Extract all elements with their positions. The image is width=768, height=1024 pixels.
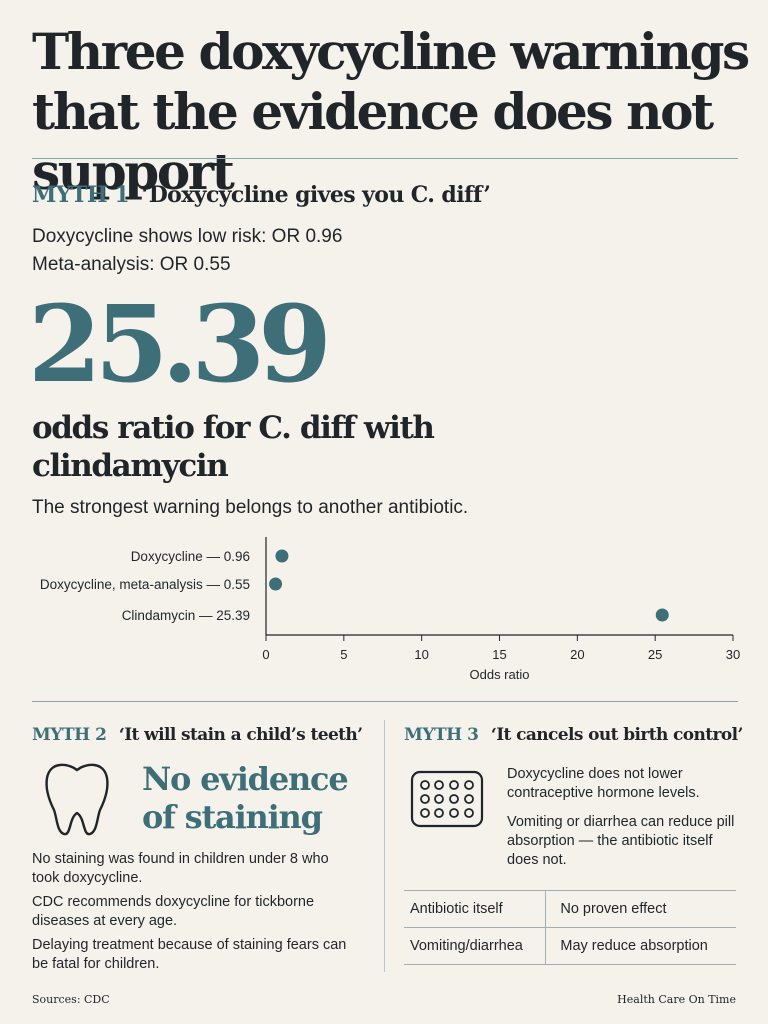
data-point	[269, 577, 283, 591]
x-tick-label: 10	[414, 647, 428, 662]
x-tick-label: 15	[492, 647, 506, 662]
myth2-paragraph: No staining was found in children under …	[32, 851, 329, 886]
myth3-paragraph: Vomiting or diarrhea can reduce pill abs…	[507, 814, 735, 868]
myth2-text: No staining was found in children under …	[32, 850, 352, 974]
myth3-text: Doxycycline does not lower contraceptive…	[507, 765, 742, 870]
data-point	[275, 549, 289, 563]
myth1-stat-doxycycline: Doxycycline shows low risk: OR 0.96	[32, 226, 343, 247]
section-divider	[32, 701, 738, 702]
x-tick-label: 25	[648, 647, 662, 662]
headline: Three doxycycline warnings that the evid…	[32, 22, 750, 201]
x-tick-label: 5	[340, 647, 347, 662]
x-axis-label: Odds ratio	[470, 667, 530, 682]
footer-brand: Health Care On Time	[617, 993, 736, 1006]
category-label: Doxycycline, meta-analysis — 0.55	[40, 577, 250, 592]
myth1-tag: MYTH 1	[32, 182, 130, 208]
table-row: Vomiting/diarrhea May reduce absorption	[404, 927, 736, 965]
tooth-icon	[45, 763, 109, 836]
x-tick-label: 0	[262, 647, 269, 662]
footer-sources: Sources: CDC	[32, 993, 110, 1006]
myth1-subtext: The strongest warning belongs to another…	[32, 497, 469, 518]
big-number-caption: odds ratio for C. diff with clindamycin	[32, 410, 435, 484]
myth3-tag: MYTH 3	[404, 725, 479, 745]
odds-ratio-chart: 0 5 10 15 20 25 30 Odds ratio Doxycycline — 0.96…	[40, 537, 740, 682]
myth1-stat-meta-analysis: Meta-analysis: OR 0.55	[32, 254, 231, 275]
myth1-claim: ‘Doxycycline gives you C. diff’	[141, 182, 491, 208]
x-tick-label: 30	[726, 647, 740, 662]
pill-pack-icon	[410, 770, 484, 828]
table-cell: May reduce absorption	[545, 927, 736, 965]
myth3-heading: MYTH 3 ‘It cancels out birth control’	[404, 725, 743, 745]
category-label: Doxycycline — 0.96	[131, 549, 250, 564]
myth3-table: Antibiotic itself No proven effect Vomit…	[404, 890, 736, 965]
table-row: Antibiotic itself No proven effect	[404, 890, 736, 928]
myth2-paragraph: CDC recommends doxycycline for tickborne…	[32, 894, 315, 929]
x-tick-label: 20	[570, 647, 584, 662]
table-cell: Vomiting/diarrhea	[404, 927, 546, 965]
myth1-heading: MYTH 1 ‘Doxycycline gives you C. diff’	[32, 182, 491, 208]
myth2-claim: ‘It will stain a child’s teeth’	[118, 725, 363, 745]
myth2-tag: MYTH 2	[32, 725, 107, 745]
column-divider	[384, 720, 385, 972]
headline-divider	[32, 158, 738, 159]
myth2-heading: MYTH 2 ‘It will stain a child’s teeth’	[32, 725, 363, 745]
myth3-paragraph: Doxycycline does not lower contraceptive…	[507, 766, 700, 801]
category-label: Clindamycin — 25.39	[122, 608, 250, 623]
myth2-headline: No evidence of staining	[142, 760, 349, 836]
myth3-claim: ‘It cancels out birth control’	[490, 725, 744, 745]
big-number: 25.39	[28, 281, 332, 406]
myth2-paragraph: Delaying treatment because of staining f…	[32, 937, 347, 972]
data-point	[655, 608, 669, 622]
table-cell: Antibiotic itself	[404, 890, 546, 928]
table-cell: No proven effect	[545, 890, 736, 928]
